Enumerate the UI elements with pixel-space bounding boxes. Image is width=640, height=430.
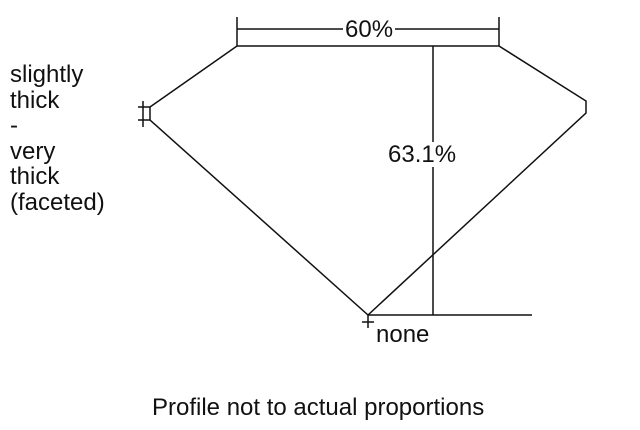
- girdle-label-line: thick: [10, 86, 60, 114]
- girdle-label-line: thick: [10, 163, 60, 190]
- girdle-label: slightly thick - very thick (faceted): [10, 62, 105, 215]
- culet-label: none: [376, 321, 430, 348]
- girdle-label-line: very: [10, 137, 56, 165]
- depth-percent-label: 63.1%: [388, 141, 457, 168]
- girdle-label-line: (faceted): [10, 188, 105, 216]
- table-percent-label: 60%: [343, 16, 396, 43]
- footer-note: Profile not to actual proportions: [152, 394, 485, 421]
- girdle-label-line: -: [10, 112, 18, 139]
- girdle-label-line: slightly: [10, 61, 84, 88]
- crown-outline: [149, 45, 587, 317]
